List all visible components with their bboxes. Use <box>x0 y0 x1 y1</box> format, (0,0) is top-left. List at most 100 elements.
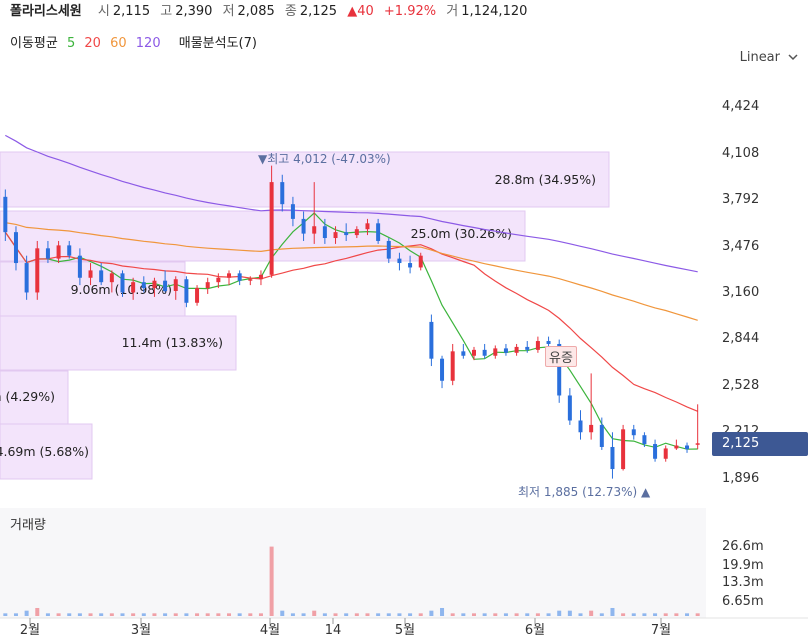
volume-bar[interactable] <box>461 613 466 616</box>
candle-body[interactable] <box>471 349 476 356</box>
volume-bar[interactable] <box>599 613 604 616</box>
candle-body[interactable] <box>205 282 210 289</box>
candle-body[interactable] <box>258 274 263 280</box>
candle-body[interactable] <box>376 223 381 241</box>
volume-bar[interactable] <box>269 546 274 616</box>
volume-bar[interactable] <box>365 613 370 616</box>
volume-bar[interactable] <box>471 613 476 616</box>
candle-body[interactable] <box>24 263 29 293</box>
volume-bar[interactable] <box>301 613 306 616</box>
volume-bar[interactable] <box>376 613 381 616</box>
volume-bar[interactable] <box>429 610 434 616</box>
candle-body[interactable] <box>99 270 104 283</box>
candle-body[interactable] <box>163 280 168 291</box>
volume-bar[interactable] <box>237 613 242 616</box>
candle-body[interactable] <box>344 232 349 236</box>
candle-body[interactable] <box>482 349 487 356</box>
candle-body[interactable] <box>312 226 317 234</box>
candle-body[interactable] <box>578 420 583 433</box>
candle-body[interactable] <box>440 358 445 381</box>
ma-5[interactable]: 5 <box>66 36 76 51</box>
candle-body[interactable] <box>237 273 242 281</box>
volume-bar[interactable] <box>344 613 349 616</box>
candle-body[interactable] <box>589 424 594 433</box>
volume-bar[interactable] <box>546 613 551 616</box>
volume-bar[interactable] <box>131 613 136 616</box>
volume-bar[interactable] <box>674 613 679 616</box>
volume-bar[interactable] <box>397 613 402 616</box>
volume-bar[interactable] <box>663 613 668 616</box>
volume-bar[interactable] <box>589 610 594 616</box>
volume-bar[interactable] <box>3 613 8 616</box>
volume-bar[interactable] <box>99 613 104 616</box>
candle-body[interactable] <box>514 346 519 353</box>
volume-bar[interactable] <box>525 613 530 616</box>
volume-bar[interactable] <box>695 613 700 616</box>
candle-body[interactable] <box>674 445 679 449</box>
volume-bar[interactable] <box>258 613 263 616</box>
candle-body[interactable] <box>429 321 434 359</box>
volume-bar[interactable] <box>610 607 615 616</box>
candle-body[interactable] <box>663 448 668 459</box>
volume-bar[interactable] <box>418 613 423 616</box>
candle-body[interactable] <box>88 270 93 278</box>
candle-body[interactable] <box>493 348 498 356</box>
candle-body[interactable] <box>567 395 572 421</box>
candle-body[interactable] <box>631 429 636 436</box>
candle-body[interactable] <box>56 245 61 259</box>
candle-body[interactable] <box>301 218 306 234</box>
candle-body[interactable] <box>216 277 221 283</box>
ma-60[interactable]: 60 <box>110 36 127 51</box>
candle-body[interactable] <box>13 232 18 264</box>
candle-body[interactable] <box>77 255 82 278</box>
candle-body[interactable] <box>653 444 658 459</box>
candle-body[interactable] <box>685 445 690 450</box>
volume-bar[interactable] <box>88 613 93 616</box>
volume-bar[interactable] <box>13 613 18 616</box>
candle-body[interactable] <box>365 223 370 230</box>
volume-bar[interactable] <box>535 613 540 616</box>
candle-body[interactable] <box>397 258 402 264</box>
volume-bar[interactable] <box>216 613 221 616</box>
volume-profile-toggle[interactable]: 매물분석도(7) <box>178 36 257 51</box>
volume-bar[interactable] <box>109 613 114 616</box>
volume-bar[interactable] <box>482 613 487 616</box>
ma-20[interactable]: 20 <box>84 36 101 51</box>
volume-bar[interactable] <box>35 607 40 616</box>
volume-bar[interactable] <box>67 613 72 616</box>
volume-bar[interactable] <box>557 610 562 616</box>
volume-bar[interactable] <box>621 613 626 616</box>
candle-body[interactable] <box>280 182 285 205</box>
candle-body[interactable] <box>248 279 253 281</box>
rights-offering-tag[interactable]: 유증 <box>545 346 577 367</box>
volume-bar[interactable] <box>333 613 338 616</box>
candle-body[interactable] <box>152 280 157 289</box>
candle-body[interactable] <box>109 273 114 283</box>
candle-body[interactable] <box>610 446 615 470</box>
ma-120[interactable]: 120 <box>135 36 161 51</box>
candle-body[interactable] <box>227 273 232 278</box>
moving-average-legend[interactable]: 이동평균 5 20 60 120 매물분석도(7) <box>10 32 262 51</box>
candle-body[interactable] <box>503 348 508 353</box>
candle-body[interactable] <box>322 226 327 239</box>
volume-bar[interactable] <box>184 613 189 616</box>
volume-bar[interactable] <box>312 610 317 616</box>
volume-bar[interactable] <box>503 613 508 616</box>
volume-bar[interactable] <box>290 613 295 616</box>
candle-body[interactable] <box>418 255 423 268</box>
volume-bar[interactable] <box>205 613 210 616</box>
volume-bar[interactable] <box>280 610 285 616</box>
volume-bar[interactable] <box>163 613 168 616</box>
candle-body[interactable] <box>141 282 146 289</box>
volume-bar[interactable] <box>386 613 391 616</box>
candle-body[interactable] <box>269 182 274 275</box>
volume-bar[interactable] <box>685 613 690 616</box>
volume-bar[interactable] <box>227 613 232 616</box>
volume-bar[interactable] <box>120 613 125 616</box>
candle-body[interactable] <box>695 443 700 445</box>
volume-bar[interactable] <box>354 613 359 616</box>
scale-selector[interactable]: Linear <box>740 50 798 65</box>
candle-body[interactable] <box>290 204 295 219</box>
volume-bar[interactable] <box>322 613 327 616</box>
